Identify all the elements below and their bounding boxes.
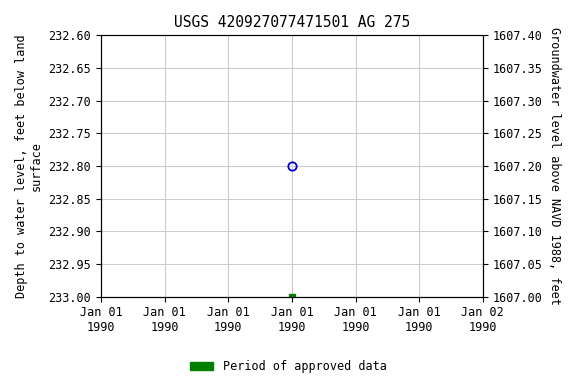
Y-axis label: Groundwater level above NAVD 1988, feet: Groundwater level above NAVD 1988, feet: [548, 27, 561, 305]
Title: USGS 420927077471501 AG 275: USGS 420927077471501 AG 275: [174, 15, 410, 30]
Y-axis label: Depth to water level, feet below land
surface: Depth to water level, feet below land su…: [15, 34, 43, 298]
Legend: Period of approved data: Period of approved data: [185, 356, 391, 378]
